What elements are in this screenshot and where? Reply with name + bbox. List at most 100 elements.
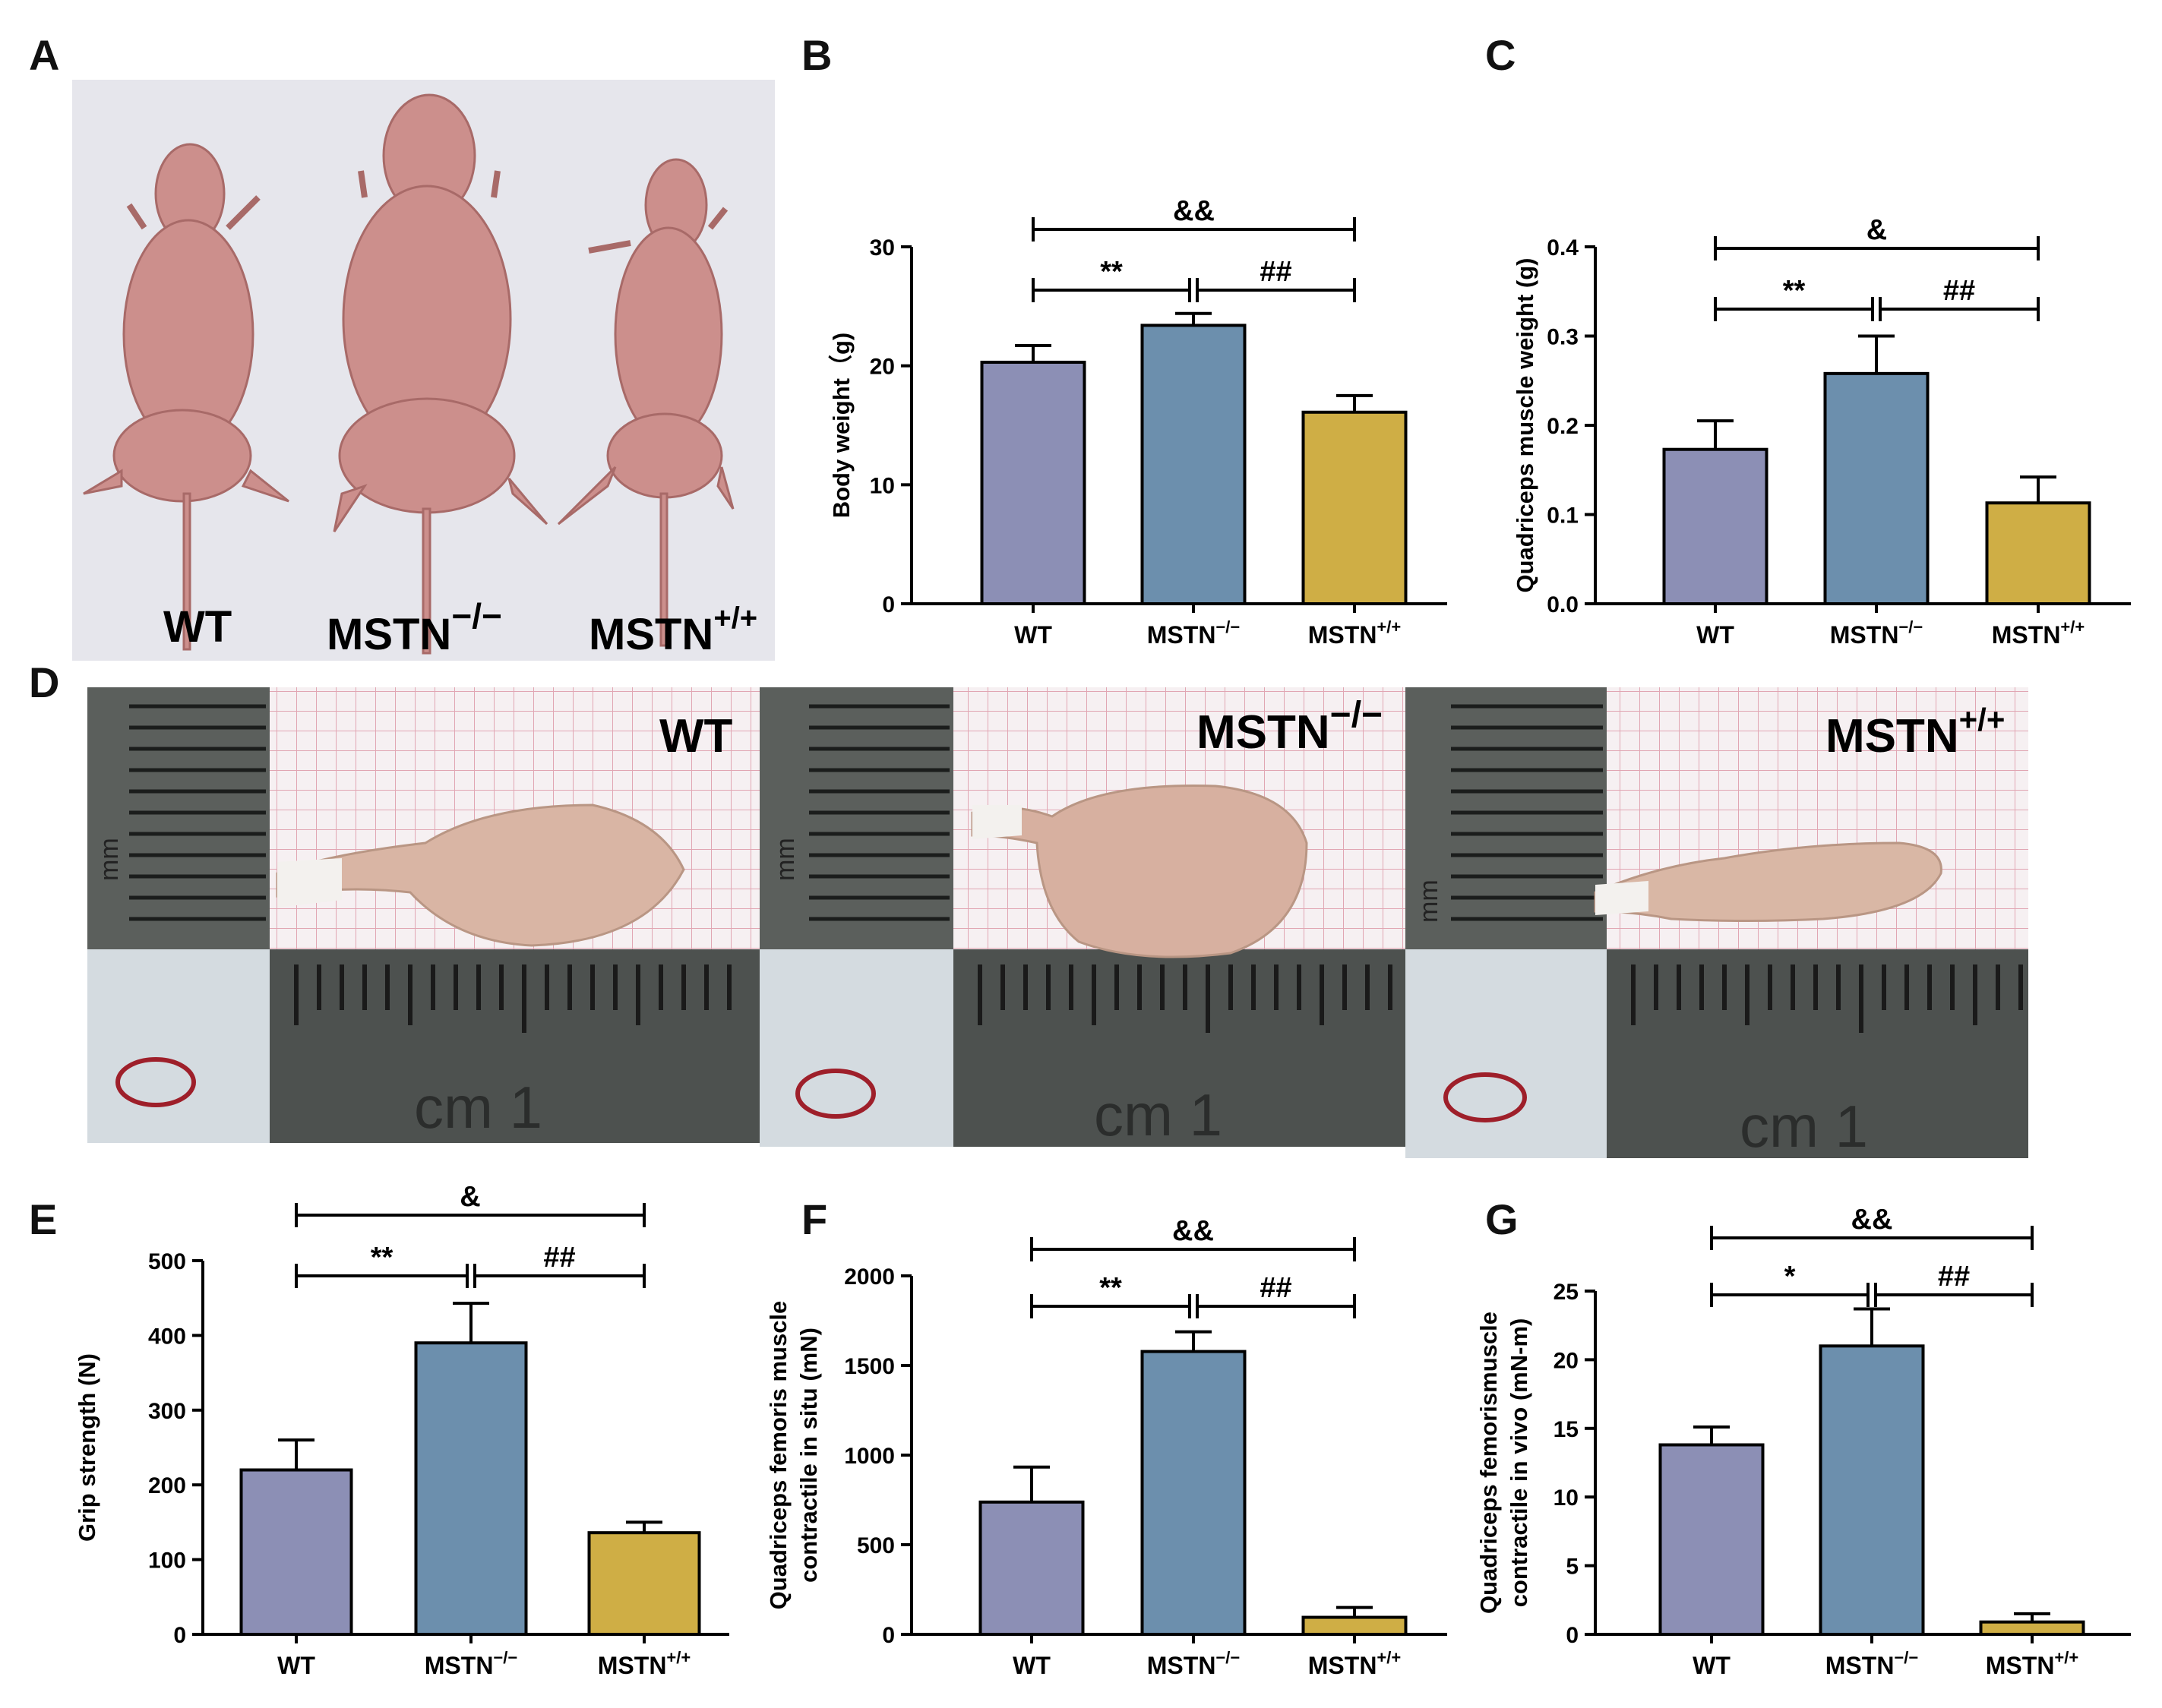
x-tick-label: MSTN−/−	[1147, 1648, 1240, 1679]
x-tick-label: WT	[1013, 1652, 1051, 1679]
chart-quadriceps-weight: 0.0 0.1 0.2 0.3 0.4 Quadriceps muscle weight …	[1512, 214, 2131, 649]
chart-body-weight: 0 10 20 30 Body weight（g) WT MSTN−/− MSTN+/+ ** #…	[828, 195, 1447, 649]
sig-label: ##	[1938, 1261, 1970, 1293]
x-tick-label: MSTN+/+	[1986, 1648, 2078, 1679]
sig-label: ##	[1260, 256, 1291, 288]
y-axis-label: Quadriceps femoris muscle	[765, 1301, 792, 1610]
x-tick-label: WT	[1696, 621, 1734, 649]
sig-label: ##	[1943, 275, 1975, 307]
chart-contractile-in-situ: 0 500 1000 1500 2000 Quadriceps femoris muscl…	[765, 1215, 1447, 1679]
x-tick-label: MSTN−/−	[425, 1648, 517, 1679]
bar	[239, 1468, 353, 1637]
sig-label: &&	[1173, 195, 1215, 227]
y-tick-label: 300	[148, 1399, 186, 1424]
bar	[1662, 447, 1768, 605]
x-tick-label: MSTN−/−	[1830, 617, 1923, 649]
y-axis-label: Body weight（g)	[828, 333, 855, 519]
y-tick-label: 20	[1554, 1348, 1579, 1373]
bar	[1301, 1615, 1408, 1637]
x-tick-label: MSTN−/−	[1825, 1648, 1918, 1679]
y-axis-label: contractile in situ (mN)	[795, 1328, 822, 1583]
y-tick-label: 200	[148, 1473, 186, 1498]
muscle-photo-wt: mm cm 1 WT	[87, 687, 760, 1143]
mouse-label-wt: WT	[163, 602, 232, 652]
y-tick-label: 10	[870, 473, 895, 498]
bar	[1140, 1350, 1247, 1637]
sig-label: &&	[1172, 1215, 1214, 1247]
bar	[980, 360, 1086, 605]
x-tick-label: MSTN+/+	[598, 1648, 691, 1679]
panel-label-a: A	[29, 31, 59, 79]
sig-label: ##	[543, 1242, 575, 1274]
y-tick-label: 1000	[844, 1444, 895, 1469]
panel-label-f: F	[801, 1195, 827, 1243]
bar	[978, 1500, 1085, 1637]
y-axis-label: Quadriceps femorismuscle	[1475, 1312, 1502, 1614]
x-tick-label: WT	[1014, 621, 1052, 649]
muscle-label-mstn-wt: MSTN+/+	[1825, 702, 2005, 762]
x-tick-label: WT	[277, 1652, 315, 1679]
bar	[1658, 1443, 1765, 1636]
cm-label: cm 1	[414, 1074, 542, 1141]
sig-label: ##	[1260, 1272, 1291, 1304]
y-tick-label: 15	[1554, 1417, 1579, 1442]
sig-label: **	[371, 1242, 394, 1274]
bar	[1979, 1620, 2085, 1637]
y-tick-label: 0.1	[1547, 504, 1579, 529]
y-tick-label: 5	[1566, 1555, 1579, 1580]
x-tick-label: WT	[1693, 1652, 1731, 1679]
mouse-label-mstn-wt: MSTN+/+	[589, 601, 757, 659]
muscle-photo-mstn-wt: mm cm 1 MSTN+/+	[1405, 687, 2028, 1160]
mice-photo: WT MSTN−/− MSTN+/+	[72, 80, 775, 661]
muscle-photos: mm cm 1 WT mm cm 1	[87, 687, 2028, 1160]
y-tick-label: 0.4	[1547, 235, 1579, 260]
x-tick-label: MSTN+/+	[1992, 617, 2085, 649]
y-tick-label: 25	[1554, 1280, 1579, 1305]
sig-label: **	[1099, 1272, 1122, 1304]
sig-label: &&	[1851, 1204, 1893, 1236]
mouse-label-mstn-ko: MSTN−/−	[327, 596, 502, 659]
sig-label: *	[1784, 1261, 1796, 1293]
bar	[1985, 501, 2091, 605]
y-axis-label: Grip strength (N)	[74, 1353, 100, 1542]
y-tick-label: 0	[882, 1623, 895, 1648]
cm-label: cm 1	[1094, 1081, 1222, 1148]
y-tick-label: 20	[870, 355, 895, 380]
y-tick-label: 400	[148, 1324, 186, 1349]
y-tick-label: 500	[857, 1533, 895, 1558]
bar	[1819, 1344, 1925, 1636]
panel-label-c: C	[1485, 31, 1516, 79]
y-tick-label: 30	[870, 235, 895, 260]
bar	[1823, 371, 1930, 605]
y-tick-label: 0	[882, 592, 895, 617]
y-tick-label: 0.2	[1547, 414, 1579, 439]
y-tick-label: 0.3	[1547, 325, 1579, 350]
sig-label: **	[1783, 275, 1806, 307]
bar	[1301, 410, 1408, 605]
panel-label-e: E	[29, 1195, 57, 1243]
sig-label: &	[460, 1181, 480, 1213]
sig-label: **	[1100, 256, 1123, 288]
y-tick-label: 100	[148, 1549, 186, 1574]
x-tick-label: MSTN+/+	[1308, 617, 1401, 649]
x-tick-label: MSTN−/−	[1147, 617, 1240, 649]
mm-label: mm	[95, 838, 124, 881]
panel-label-b: B	[801, 31, 832, 79]
sig-label: &	[1866, 214, 1887, 246]
bar	[414, 1341, 528, 1636]
chart-grip-strength: 0 100 200 300 400 500 Grip strength (N) WT MSTN−…	[74, 1181, 729, 1679]
muscle-label-mstn-ko: MSTN−/−	[1196, 695, 1383, 759]
y-tick-label: 1500	[844, 1354, 895, 1379]
mm-label: mm	[1414, 879, 1443, 923]
y-tick-label: 10	[1554, 1485, 1579, 1511]
y-axis-label: contractile in vivo (mN-m)	[1506, 1318, 1532, 1608]
muscle-label-wt: WT	[659, 710, 733, 762]
y-tick-label: 0	[173, 1623, 186, 1648]
panel-label-d: D	[29, 658, 59, 706]
muscle-photo-mstn-ko: mm cm 1 MSTN−/−	[760, 687, 1405, 1148]
mm-label: mm	[771, 838, 800, 881]
y-tick-label: 0	[1566, 1623, 1579, 1648]
y-axis-label: Quadriceps muscle weight (g)	[1512, 258, 1538, 593]
y-tick-label: 500	[148, 1249, 186, 1274]
